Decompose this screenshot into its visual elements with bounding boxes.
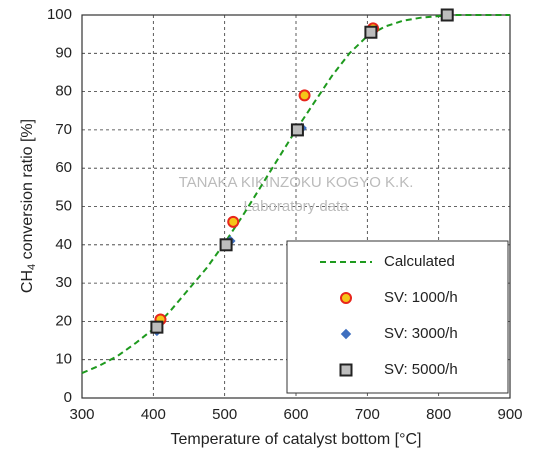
watermark: Laboratory data (243, 198, 349, 215)
y-tick-label: 40 (55, 236, 72, 253)
legend-label: SV: 3000/h (384, 325, 458, 342)
legend-label: Calculated (384, 253, 455, 270)
point (340, 328, 352, 340)
x-tick-label: 800 (426, 406, 451, 423)
legend: Calculated SV: 1000/h SV: 3000/h SV: 5000/h (286, 240, 509, 394)
watermark: TANAKA KIKINZOKU KOGYO K.K. (179, 174, 414, 191)
x-tick-label: 400 (141, 406, 166, 423)
y-tick-label: 20 (55, 312, 72, 329)
x-tick-label: 300 (69, 406, 94, 423)
legend-box (286, 240, 509, 394)
point (219, 238, 233, 252)
y-label-main: CH (19, 270, 36, 293)
y-tick-label: 30 (55, 274, 72, 291)
point (340, 292, 352, 304)
x-axis-label: Temperature of catalyst bottom [°C] (171, 431, 422, 448)
point (290, 123, 304, 137)
legend-label: SV: 5000/h (384, 361, 458, 378)
y-tick-label: 50 (55, 197, 72, 214)
point (339, 363, 353, 377)
y-label-rest: conversion ratio [%] (19, 119, 36, 264)
y-tick-label: 60 (55, 159, 72, 176)
point (227, 215, 240, 228)
point (364, 25, 378, 39)
x-tick-label: 500 (212, 406, 237, 423)
y-tick-label: 100 (47, 6, 72, 23)
y-tick-label: 70 (55, 121, 72, 138)
y-tick-label: 0 (64, 389, 72, 406)
y-tick-label: 90 (55, 44, 72, 61)
point (298, 89, 311, 102)
x-tick-label: 900 (497, 406, 522, 423)
y-tick-label: 10 (55, 351, 72, 368)
calc-line (81, 14, 510, 375)
x-tick-label: 600 (283, 406, 308, 423)
y-label-sub: 4 (26, 264, 38, 270)
y-tick-label: 80 (55, 83, 72, 100)
legend-label: SV: 1000/h (384, 289, 458, 306)
plot-frame (81, 14, 511, 399)
y-axis-label: CH4 conversion ratio [%] (19, 119, 38, 293)
x-tick-label: 700 (355, 406, 380, 423)
point (440, 8, 454, 22)
point (150, 320, 164, 334)
